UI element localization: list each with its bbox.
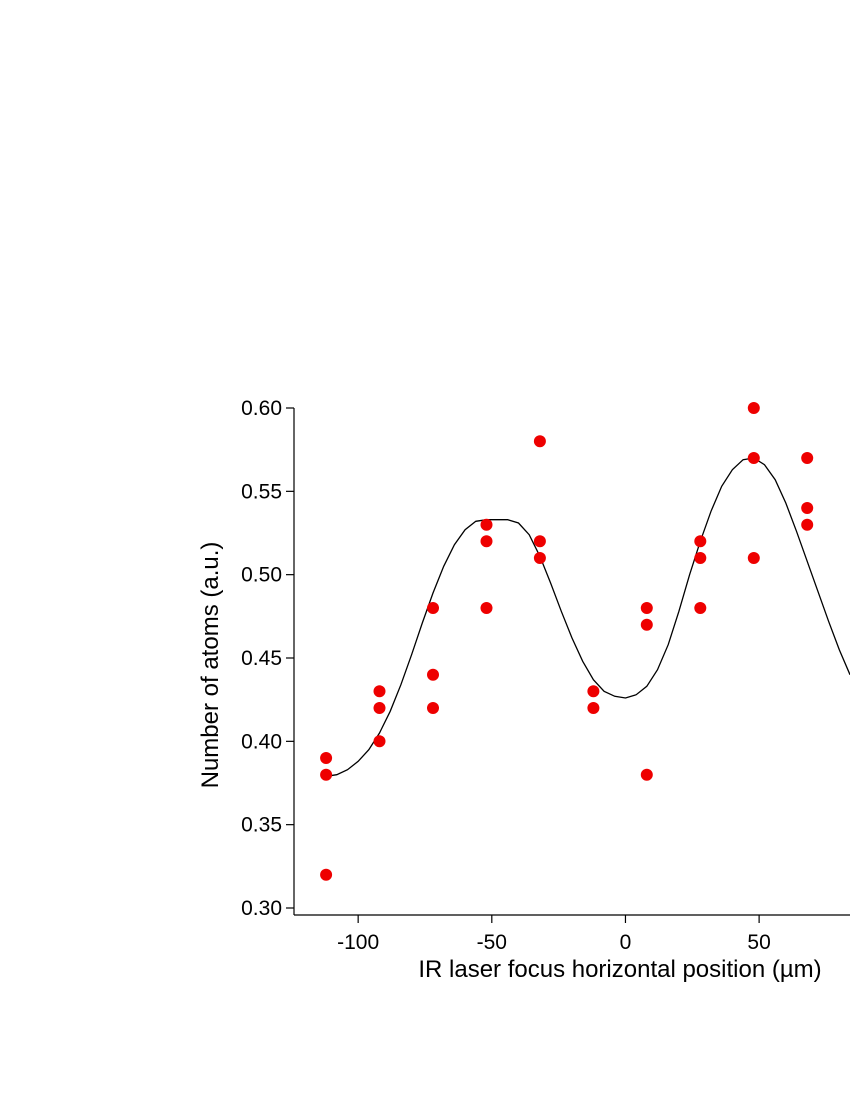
data-point <box>533 552 546 564</box>
y-tick-label: 0.55 <box>241 480 282 503</box>
data-point <box>694 602 707 614</box>
data-point <box>533 435 546 448</box>
data-point <box>801 518 814 531</box>
x-axis-title: IR laser focus horizontal position (µm) <box>418 956 821 983</box>
data-point <box>587 702 600 714</box>
x-tick-label: 50 <box>747 931 770 954</box>
x-tick-label: 0 <box>620 931 632 954</box>
data-points <box>320 402 814 881</box>
data-point <box>373 702 386 714</box>
data-point <box>747 402 760 414</box>
data-point <box>587 685 600 698</box>
fit-curve <box>326 457 850 777</box>
data-point <box>427 668 439 681</box>
y-axis-title: Number of atoms (a.u.) <box>197 542 224 789</box>
data-point <box>801 502 814 514</box>
data-point <box>640 618 653 631</box>
y-tick-label: 0.40 <box>241 730 282 753</box>
x-tick-label: -50 <box>477 931 507 954</box>
data-point <box>320 868 333 881</box>
data-point <box>480 602 493 614</box>
data-point <box>373 685 386 698</box>
data-point <box>427 702 439 714</box>
data-point <box>694 552 707 564</box>
y-tick-label: 0.60 <box>241 397 282 420</box>
data-point <box>747 552 760 564</box>
data-point <box>320 752 333 764</box>
data-point <box>320 768 333 781</box>
axes: 0.30 0.35 0.40 0.45 0.50 0.55 0.60 -100 -50 0 50 <box>241 397 850 954</box>
data-point <box>480 518 493 531</box>
data-point <box>373 735 386 748</box>
data-point <box>533 535 546 548</box>
data-point <box>801 452 814 464</box>
data-point <box>694 535 707 548</box>
y-tick-label: 0.50 <box>241 564 282 587</box>
fit-curve-group <box>326 457 850 777</box>
data-point <box>427 602 439 614</box>
data-point <box>640 602 653 614</box>
y-tick-label: 0.35 <box>241 814 282 837</box>
data-point <box>480 535 493 548</box>
data-point <box>747 452 760 464</box>
data-point <box>640 768 653 781</box>
x-tick-label: -100 <box>337 931 379 954</box>
y-tick-label: 0.45 <box>241 647 282 670</box>
y-tick-label: 0.30 <box>241 897 282 920</box>
